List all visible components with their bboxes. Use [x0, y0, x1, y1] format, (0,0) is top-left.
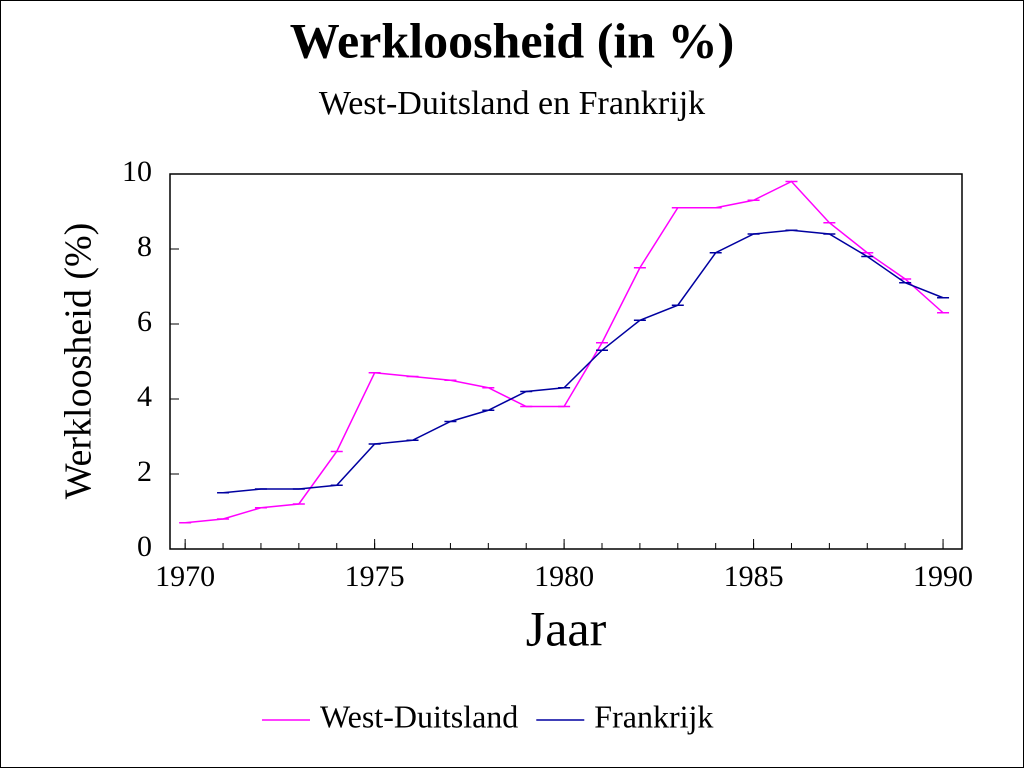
- y-axis-label: Werkloosheid (%): [58, 223, 100, 500]
- plot-area: [169, 173, 963, 550]
- legend-label: West-Duitsland: [320, 698, 518, 734]
- y-tick-label: 10: [122, 155, 152, 188]
- x-axis-label: Jaar: [526, 600, 607, 656]
- chart-title: Werkloosheid (in %): [290, 12, 734, 68]
- y-tick-label: 8: [137, 230, 152, 263]
- x-tick-label: 1990: [913, 560, 973, 593]
- x-tick-label: 1975: [345, 560, 405, 593]
- y-tick-label: 6: [137, 305, 152, 338]
- x-tick-label: 1985: [724, 560, 784, 593]
- series-line: [222, 229, 944, 494]
- x-tick-label: 1970: [155, 560, 215, 593]
- y-tick-label: 0: [137, 530, 152, 563]
- y-tick-label: 2: [137, 455, 152, 488]
- chart-subtitle: West-Duitsland en Frankrijk: [319, 85, 705, 122]
- y-tick-label: 4: [137, 380, 152, 413]
- x-tick-label: 1980: [534, 560, 594, 593]
- legend-label: Frankrijk: [594, 698, 713, 734]
